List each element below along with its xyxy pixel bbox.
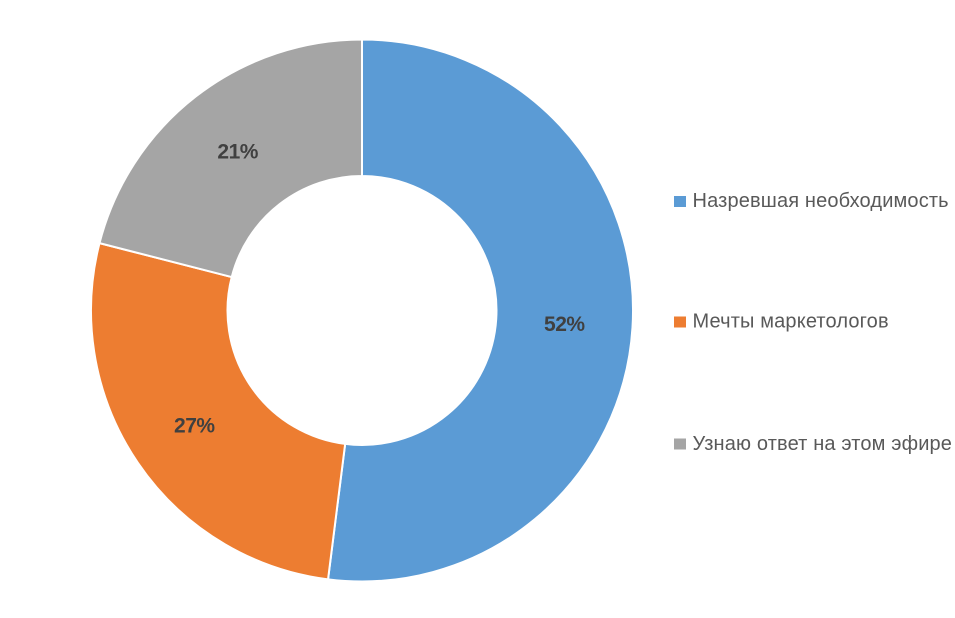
svg-text:Узнаю ответ на этом эфире: Узнаю ответ на этом эфире (693, 433, 953, 455)
svg-text:27%: 27% (174, 415, 215, 438)
svg-text:21%: 21% (217, 141, 258, 164)
svg-text:Мечты маркетологов: Мечты маркетологов (693, 311, 889, 333)
svg-text:52%: 52% (544, 313, 585, 336)
svg-text:Назревшая необходимость: Назревшая необходимость (693, 190, 949, 212)
